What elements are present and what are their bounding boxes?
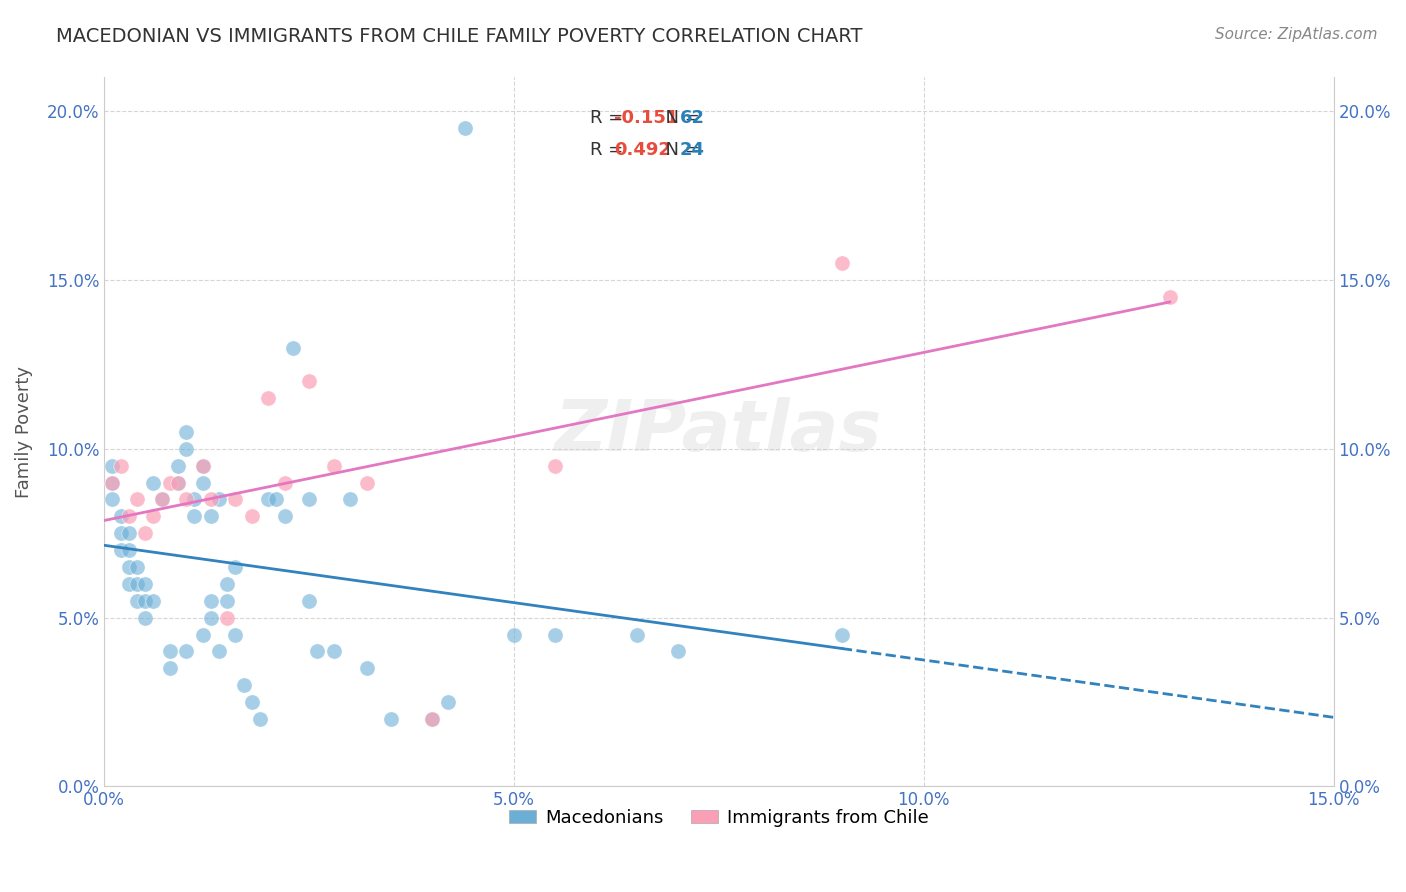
Point	[544, 458, 567, 473]
Point	[142, 509, 165, 524]
Point	[142, 594, 165, 608]
Point	[191, 458, 214, 473]
Text: N =: N =	[654, 110, 706, 128]
Point	[257, 391, 280, 405]
Point	[356, 661, 378, 675]
Point	[240, 695, 263, 709]
Point	[191, 458, 214, 473]
Point	[183, 509, 205, 524]
Point	[118, 509, 141, 524]
Point	[167, 475, 190, 490]
Point	[224, 492, 246, 507]
Point	[356, 475, 378, 490]
Point	[831, 256, 853, 270]
Point	[339, 492, 361, 507]
Text: -0.151: -0.151	[614, 110, 679, 128]
Point	[217, 594, 239, 608]
Point	[174, 644, 197, 658]
Point	[134, 594, 156, 608]
Point	[118, 560, 141, 574]
Point	[217, 610, 239, 624]
Point	[174, 442, 197, 456]
Point	[125, 560, 148, 574]
Point	[322, 458, 344, 473]
Point	[224, 560, 246, 574]
Point	[110, 509, 132, 524]
Point	[420, 712, 443, 726]
Point	[200, 594, 222, 608]
Point	[125, 594, 148, 608]
Point	[831, 627, 853, 641]
Point	[101, 492, 124, 507]
Point	[1159, 290, 1181, 304]
Point	[191, 475, 214, 490]
Point	[142, 475, 165, 490]
Point	[118, 543, 141, 558]
Point	[191, 627, 214, 641]
Point	[273, 509, 295, 524]
Point	[666, 644, 689, 658]
Point	[118, 526, 141, 541]
Point	[174, 492, 197, 507]
Point	[266, 492, 288, 507]
Point	[110, 543, 132, 558]
Text: ZIPatlas: ZIPatlas	[555, 398, 883, 467]
Point	[420, 712, 443, 726]
Text: 24: 24	[679, 141, 704, 160]
Point	[159, 661, 181, 675]
Point	[174, 425, 197, 439]
Point	[281, 341, 304, 355]
Point	[183, 492, 205, 507]
Point	[626, 627, 648, 641]
Point	[298, 492, 321, 507]
Point	[134, 610, 156, 624]
Point	[298, 594, 321, 608]
Point	[101, 458, 124, 473]
Point	[118, 577, 141, 591]
Point	[159, 644, 181, 658]
Point	[110, 458, 132, 473]
Point	[240, 509, 263, 524]
Point	[224, 627, 246, 641]
Text: MACEDONIAN VS IMMIGRANTS FROM CHILE FAMILY POVERTY CORRELATION CHART: MACEDONIAN VS IMMIGRANTS FROM CHILE FAMI…	[56, 27, 863, 45]
Point	[544, 627, 567, 641]
Point	[167, 475, 190, 490]
Point	[167, 458, 190, 473]
Point	[101, 475, 124, 490]
Point	[298, 374, 321, 388]
Point	[232, 678, 254, 692]
Point	[257, 492, 280, 507]
Text: R =: R =	[591, 110, 628, 128]
Point	[125, 577, 148, 591]
Legend: Macedonians, Immigrants from Chile: Macedonians, Immigrants from Chile	[502, 802, 936, 834]
Point	[134, 577, 156, 591]
Point	[150, 492, 173, 507]
Point	[322, 644, 344, 658]
Y-axis label: Family Poverty: Family Poverty	[15, 366, 32, 498]
Text: 62: 62	[679, 110, 704, 128]
Point	[208, 492, 231, 507]
Point	[150, 492, 173, 507]
Point	[437, 695, 460, 709]
Point	[134, 526, 156, 541]
Text: Source: ZipAtlas.com: Source: ZipAtlas.com	[1215, 27, 1378, 42]
Point	[200, 492, 222, 507]
Point	[200, 610, 222, 624]
Point	[159, 475, 181, 490]
Text: N =: N =	[654, 141, 706, 160]
Point	[454, 121, 477, 136]
Point	[101, 475, 124, 490]
Point	[125, 492, 148, 507]
Point	[380, 712, 402, 726]
Point	[249, 712, 271, 726]
Text: R =: R =	[591, 141, 628, 160]
Point	[208, 644, 231, 658]
Point	[273, 475, 295, 490]
Point	[200, 509, 222, 524]
Point	[307, 644, 329, 658]
Point	[503, 627, 526, 641]
Point	[110, 526, 132, 541]
Point	[217, 577, 239, 591]
Text: 0.492: 0.492	[614, 141, 671, 160]
